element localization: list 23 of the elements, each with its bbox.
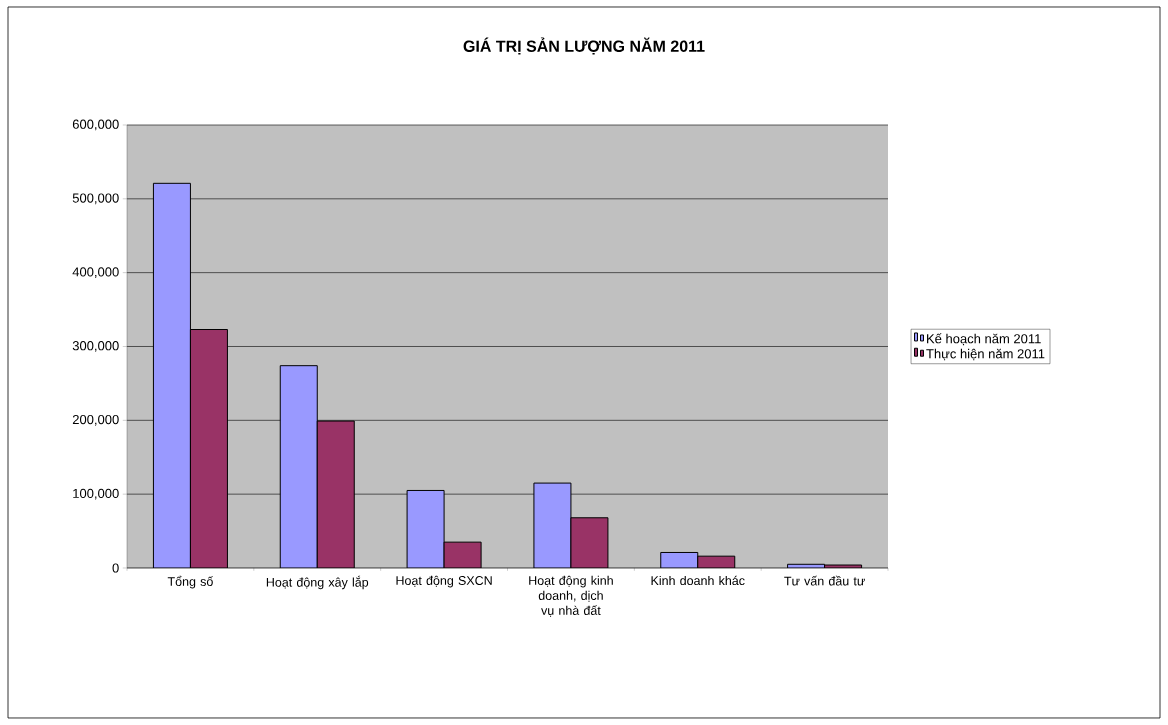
bar: [533, 482, 572, 568]
y-tick-label: 500,000: [72, 193, 119, 205]
legend-label: Kế hoạch năm 2011: [927, 333, 1041, 346]
y-tick-label: 300,000: [72, 341, 119, 352]
chart-title: GIÁ TRỊ SẢN LƯỢNG NĂM 2011: [463, 37, 705, 55]
x-tick-label: Tư vấn đầu tư: [784, 575, 865, 586]
y-tick-label: 200,000: [72, 414, 119, 426]
bar: [152, 182, 191, 568]
x-tick-label: Tổng số: [167, 575, 214, 589]
y-tick-label: 0: [112, 563, 119, 573]
x-tick-label: Hoạt động SXCN: [396, 575, 492, 588]
bar: [316, 420, 355, 568]
x-tick-label: Hoạt động xây lắp: [266, 575, 369, 590]
legend-label: Thực hiện năm 2011: [926, 348, 1045, 361]
x-tick-label: Hoạt động kinh doanh, dịch vụ nhà đất: [529, 575, 613, 617]
x-tick-label: Kinh doanh khác: [651, 575, 745, 586]
bar: [279, 365, 318, 568]
bar: [189, 329, 228, 568]
bar: [570, 517, 609, 568]
y-tick-label: 400,000: [72, 267, 119, 279]
y-tick-label: 600,000: [72, 119, 119, 131]
bar: [406, 489, 445, 568]
y-tick-label: 100,000: [73, 488, 119, 500]
